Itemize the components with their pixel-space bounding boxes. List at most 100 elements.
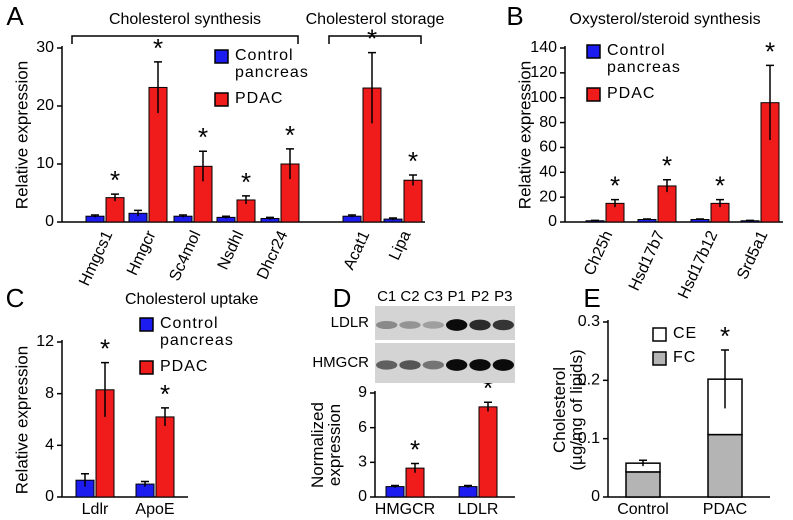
error-bar [81,473,89,487]
bar [105,197,125,223]
legend-swatch [586,44,601,59]
legend-swatch [214,49,229,64]
x-tick-label: Ldlr [81,501,109,518]
x-tick-label: Hmgcr [124,228,160,278]
bar [403,179,423,223]
lane-label: P2 [471,288,489,305]
blot-band [492,319,514,331]
error-bar [348,214,356,218]
significance-label: * [408,146,418,176]
y-axis-label: Relative expression [12,345,32,495]
error-bar [266,216,274,220]
bar [155,416,175,498]
y-tick-label: 12 [36,333,54,350]
y-tick-label: 8 [45,385,54,402]
blot-band [469,359,491,371]
blot-band [446,359,468,371]
legend-swatch [139,317,154,332]
panel-letter: E [583,283,600,313]
blot-band [446,319,468,331]
y-tick-label: 0 [591,488,600,505]
lane-label: P1 [447,288,465,305]
group-label: Cholesterol storage [306,11,445,28]
lane-label: C1 [377,288,396,305]
blot-band [422,360,445,370]
significance-label: * [198,122,208,152]
x-tick-label: Control pancreas [610,501,676,520]
lane-label: P3 [494,288,512,305]
y-tick-label: 0.3 [578,313,600,330]
x-tick-label: PDAC [702,501,748,518]
error-bar [611,198,619,208]
significance-label: * [285,120,295,150]
y-tick-label: 3 [358,454,367,471]
error-bar [746,219,754,222]
x-tick-label: Acat1 [341,228,374,272]
significance-label: * [367,24,377,54]
error-bar [154,61,162,113]
legend-label: Control pancreas [235,47,309,81]
x-tick-label: HMGCR [374,501,436,518]
y-tick-label: 9 [358,384,367,401]
blot-strip [375,306,515,340]
legend-swatch [652,327,667,342]
x-tick-label: Srd5a1 [734,228,771,282]
x-tick-label: Hsd17b12 [675,228,721,301]
bar [385,486,405,498]
blot-band [399,321,421,329]
significance-label: * [715,171,725,201]
blot-row-label: HMGCR [312,354,369,371]
error-bar [111,193,119,202]
group-bracket [328,35,422,44]
error-bar [389,217,397,221]
blot-strip [375,343,515,383]
y-tick-label: 4 [45,437,54,454]
error-bar [464,484,472,488]
error-bar [161,407,169,426]
legend-label: CE [673,325,698,342]
significance-label: * [610,171,620,201]
x-tick-label: Dhcr24 [254,228,291,282]
significance-label: * [720,321,730,351]
error-bar [721,349,729,409]
significance-label: * [765,36,775,66]
legend-label: Control pancreas [160,315,234,349]
y-tick-label: 0.2 [578,372,600,389]
legend-label: Control pancreas [607,42,681,76]
lane-label: C3 [424,288,443,305]
legend-swatch [586,87,601,102]
error-bar [484,401,492,412]
x-tick-label: Hmgcs1 [76,228,116,288]
error-bar [199,150,207,182]
y-tick-label: 0.1 [578,430,600,447]
error-bar [766,64,774,140]
panel-title: Cholesterol uptake [125,291,259,308]
y-tick-label: 30 [36,39,54,56]
blot-band [469,319,491,331]
legend-label: PDAC [160,358,209,375]
blot-band [399,360,421,370]
significance-label: * [100,334,110,364]
error-bar [368,51,376,124]
legend-swatch [139,360,154,375]
y-tick-label: 140 [530,39,557,56]
significance-label: * [410,434,420,464]
significance-label: * [483,373,493,403]
y-tick-label: 0 [358,488,367,505]
y-tick-label: 60 [539,139,557,156]
blot-band [376,360,398,370]
bar-segment [625,471,661,498]
blot-band [492,359,514,371]
panel-letter: C [6,283,25,313]
bar [458,486,478,498]
y-axis-label: Relative expression [12,60,32,210]
error-bar [409,174,417,186]
y-axis-label: Relative expression [515,60,535,210]
y-tick-label: 20 [36,97,54,114]
significance-label: * [153,33,163,63]
error-bar [391,484,399,488]
bar [478,406,498,498]
y-tick-label: 40 [539,164,557,181]
significance-label: * [160,379,170,409]
